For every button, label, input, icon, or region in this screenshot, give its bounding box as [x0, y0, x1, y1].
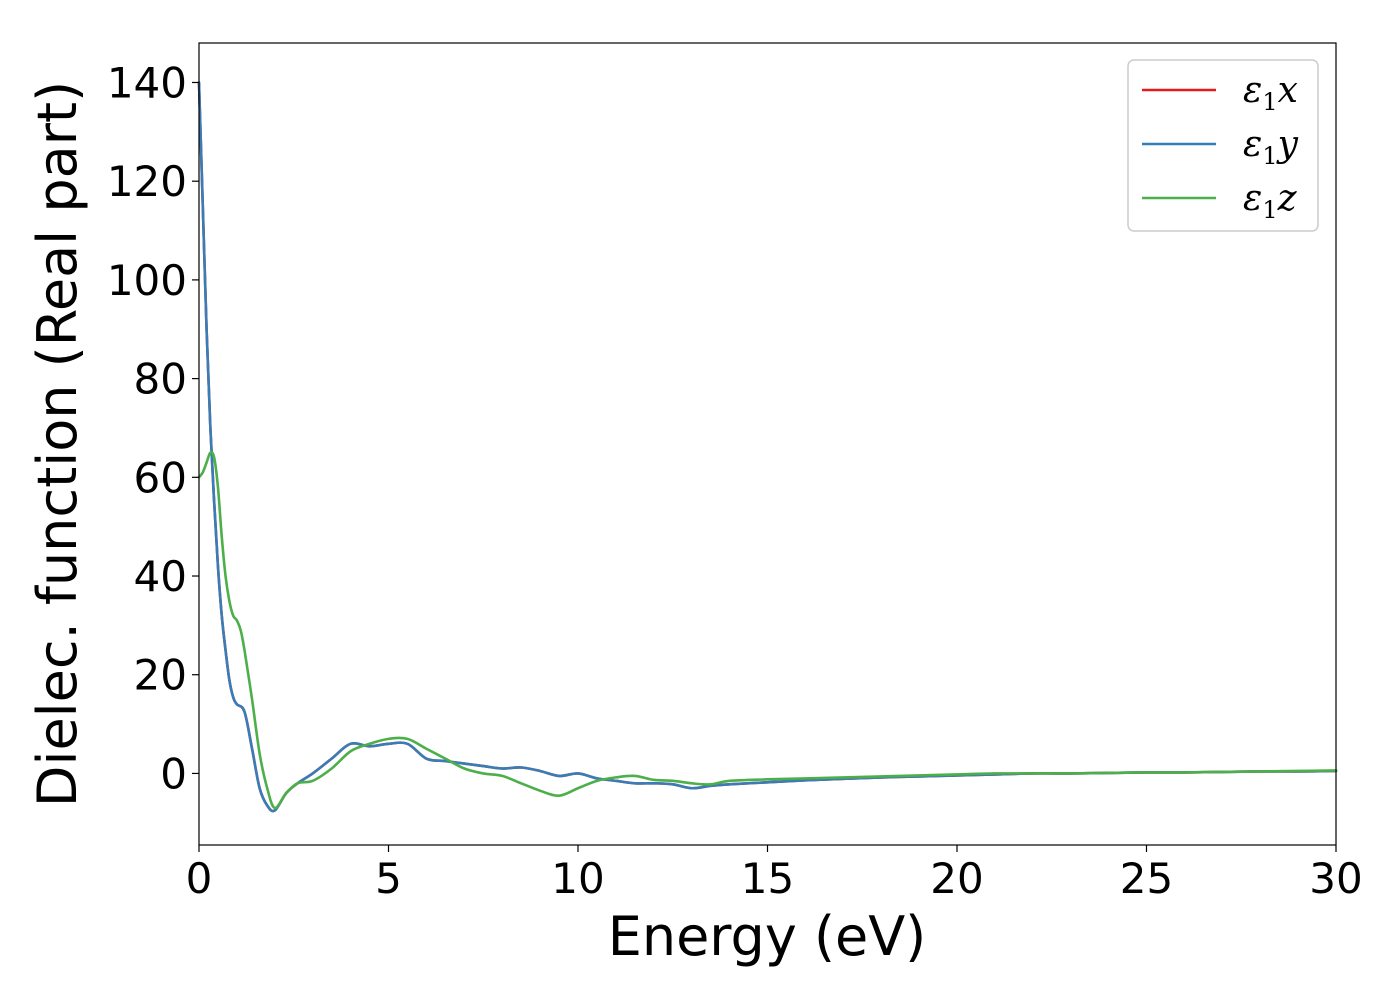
y-tick-label: 100 — [107, 256, 187, 305]
y-tick-label: 40 — [134, 552, 187, 601]
legend-symbol: ε — [1243, 124, 1262, 165]
y-tick-label: 120 — [107, 157, 187, 206]
y-tick-label: 0 — [160, 749, 187, 798]
x-tick-label: 10 — [551, 854, 604, 903]
y-tick-label: 20 — [134, 651, 187, 700]
x-tick-label: 30 — [1309, 854, 1362, 903]
legend-label-z: ε1z — [1243, 178, 1298, 224]
x-tick-label: 5 — [375, 854, 402, 903]
y-tick-label: 140 — [107, 58, 187, 107]
x-tick-label: 0 — [186, 854, 213, 903]
legend-component: z — [1277, 178, 1298, 219]
y-tick-label: 60 — [134, 453, 187, 502]
legend-label-x: ε1x — [1243, 70, 1298, 116]
legend-label-y: ε1y — [1243, 124, 1299, 170]
legend-subscript: 1 — [1262, 88, 1277, 116]
legend-box — [1127, 59, 1319, 232]
x-axis-title: Energy (eV) — [608, 905, 927, 968]
x-tick-label: 25 — [1120, 854, 1173, 903]
series-layer — [197, 81, 1338, 813]
y-axis: 0 20 40 60 80 100 120 140 — [107, 58, 199, 798]
x-tick-label: 15 — [741, 854, 794, 903]
legend-symbol: ε — [1243, 178, 1262, 219]
series-line-z — [197, 450, 1338, 810]
legend-subscript: 1 — [1262, 142, 1277, 170]
legend-subscript: 1 — [1262, 196, 1277, 224]
y-axis-title: Dielec. function (Real part) — [26, 81, 89, 807]
legend-symbol: ε — [1243, 70, 1262, 111]
x-tick-label: 20 — [930, 854, 983, 903]
y-tick-label: 80 — [134, 355, 187, 404]
legend-component: x — [1278, 70, 1298, 111]
x-axis: 0 5 10 15 20 25 30 — [186, 845, 1363, 903]
legend-component: y — [1276, 124, 1299, 165]
